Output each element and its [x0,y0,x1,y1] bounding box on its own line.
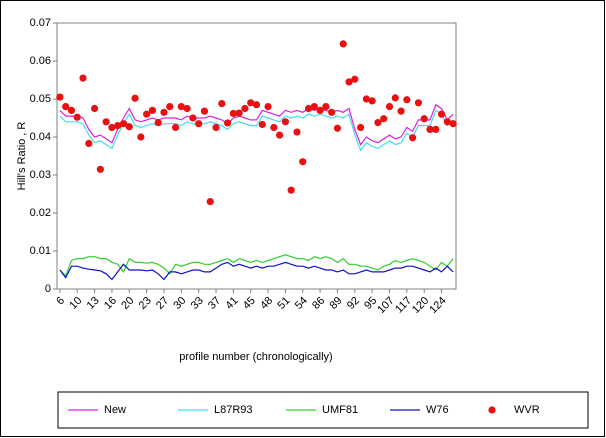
data-point [62,103,70,111]
data-point [299,158,307,166]
data-point [368,97,376,105]
data-point [79,74,87,82]
y-tick-label: 0.02 [30,207,51,219]
data-point [414,99,423,107]
data-point [235,109,243,117]
y-tick-label: 0.07 [30,17,51,29]
data-point [258,120,266,129]
y-tick-label: 0.05 [30,93,51,105]
data-point [322,103,330,111]
series-line [59,103,454,146]
data-point [287,186,295,194]
data-point [125,123,133,131]
data-point [351,75,359,83]
data-point [356,123,365,132]
plot-area [56,22,457,290]
series-line [59,261,454,281]
data-point [391,94,399,102]
data-point [339,40,347,48]
data-point [437,110,446,118]
data-point [102,118,110,126]
data-point [195,120,203,128]
data-point [281,118,290,126]
data-point [432,125,440,133]
data-point [171,123,180,132]
data-point [385,103,394,111]
y-tick-label: 0.06 [30,55,51,67]
legend-label: WVR [514,404,540,416]
y-tick-label: 0.03 [30,169,51,181]
data-point [403,96,411,104]
data-point [148,106,157,114]
data-point [264,103,272,111]
data-point [252,101,261,109]
y-axis-title: Hill's Ratio , R [16,122,28,191]
data-point [183,104,191,113]
data-point [131,94,139,102]
data-point [362,95,370,103]
data-point [73,113,81,121]
data-point [200,107,209,115]
data-point [206,198,214,206]
series-line [59,254,454,277]
data-point [449,120,457,128]
data-point [114,122,122,130]
legend-label: L87R93 [214,404,253,416]
data-point [397,107,405,115]
data-point [345,78,353,86]
data-point [426,125,434,133]
data-point [143,110,151,118]
data-point [218,99,226,108]
data-point [189,114,197,122]
data-point [67,106,76,114]
data-point [96,165,104,173]
y-tick-label: 0.01 [30,245,51,257]
data-point [137,133,145,141]
legend-label: New [104,404,126,416]
data-point [333,124,342,132]
data-point [119,120,128,128]
data-point [85,139,93,148]
data-point [316,106,324,114]
y-tick-label: 0.04 [30,131,51,143]
data-point [229,109,237,118]
data-point [166,103,174,111]
data-point [420,115,428,123]
data-point [154,118,162,127]
data-point [276,131,284,139]
legend [57,391,589,429]
data-point [304,104,313,113]
series-line [59,109,454,152]
data-point [328,108,336,116]
legend-label: UMF81 [322,404,358,416]
data-point [241,104,249,113]
y-tick-label: 0 [45,283,51,295]
data-point [212,123,220,132]
data-point [223,119,232,127]
data-point [310,103,318,111]
data-point [270,123,278,132]
data-point [380,115,388,123]
data-point [247,99,255,107]
data-point [443,118,451,126]
data-point [56,93,64,101]
legend-marker [488,406,496,414]
data-point [177,103,185,111]
data-point [160,108,168,116]
data-point [293,128,301,136]
data-point [108,123,116,132]
data-point [374,118,382,127]
x-axis-title: profile number (chronologically) [179,351,332,363]
legend-label: W76 [426,404,449,416]
data-point [90,104,99,113]
data-point [409,134,417,142]
